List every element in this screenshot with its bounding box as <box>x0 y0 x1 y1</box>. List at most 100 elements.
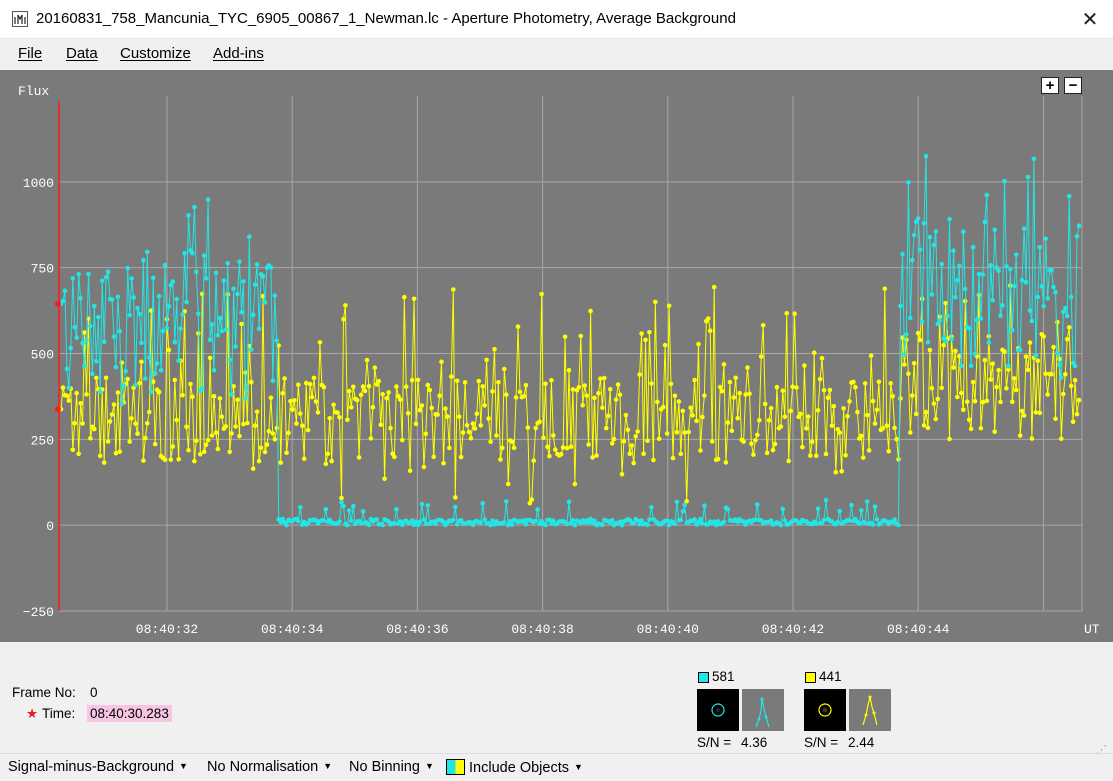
series-441-point <box>386 390 391 395</box>
series-441-point <box>780 388 786 394</box>
series-441-point <box>1023 354 1029 359</box>
series-581-point <box>409 518 415 523</box>
series-441-point <box>147 409 152 415</box>
series-441-point <box>445 414 450 419</box>
series-441-point <box>592 395 597 401</box>
series-581-point <box>970 244 976 250</box>
series-581-point <box>859 508 864 513</box>
series-441-point <box>764 450 770 456</box>
series-441-point <box>209 433 215 438</box>
series-441-point <box>329 458 335 464</box>
menu-data[interactable]: Data <box>66 45 98 62</box>
y-tick-label: 750 <box>31 262 54 277</box>
series-581-point <box>551 518 556 523</box>
binning-dropdown[interactable]: No Binning ▼ <box>349 759 434 775</box>
x-tick-label: 08:40:40 <box>637 622 699 637</box>
series-581-point <box>358 521 364 526</box>
series-581-point <box>947 216 952 222</box>
series-441-point <box>656 436 662 442</box>
series-581-point <box>1041 303 1046 309</box>
chevron-down-icon: ▼ <box>424 761 434 771</box>
series-581-point <box>911 232 917 238</box>
cursor-marker <box>55 406 61 413</box>
object-2-star-thumbnail[interactable] <box>804 689 846 731</box>
series-441-point <box>245 420 250 426</box>
series-441-point <box>735 415 740 421</box>
series-441-point <box>211 393 217 399</box>
object-2-psf-thumbnail[interactable] <box>849 689 891 731</box>
series-441-point <box>502 366 507 372</box>
series-581-point <box>237 259 242 264</box>
object-1-color-swatch[interactable] <box>698 672 709 683</box>
series-441-point <box>1025 367 1031 373</box>
object-1-psf-thumbnail[interactable] <box>742 689 784 731</box>
chart-canvas[interactable]: −250 0 250 500 750 1000 08:40:32 08:40:34 08:40:… <box>0 70 1113 642</box>
series-581-point <box>205 197 211 202</box>
series-581-point <box>631 520 636 526</box>
series-581-point <box>849 502 854 508</box>
series-441-point <box>231 384 236 389</box>
close-button[interactable]: ✕ <box>1067 0 1113 38</box>
series-441-point <box>637 372 642 377</box>
series-581-point <box>1055 350 1060 356</box>
series-581-point <box>123 368 128 374</box>
series-581-point <box>243 396 248 402</box>
series-441-point <box>498 457 503 462</box>
zoom-out-button[interactable]: − <box>1064 77 1082 94</box>
series-581-point <box>637 522 642 527</box>
series-581-point <box>433 521 438 527</box>
series-441-point <box>925 425 931 431</box>
series-581-point <box>1002 178 1007 184</box>
resize-grip-icon[interactable]: ⋰ <box>1096 744 1107 756</box>
series-581-point <box>349 518 354 523</box>
zoom-in-button[interactable]: + <box>1041 77 1059 94</box>
series-441-point <box>360 384 366 389</box>
series-441-point <box>778 424 784 429</box>
series-441-point <box>1063 372 1068 377</box>
series-581-point <box>280 516 285 522</box>
series-441-point <box>674 430 680 435</box>
series-581-point <box>423 521 429 527</box>
series-441-point <box>337 415 342 420</box>
series-441-point <box>823 451 829 457</box>
menu-add-ins[interactable]: Add-ins <box>213 45 264 62</box>
series-441-point <box>354 397 360 403</box>
series-581-point <box>904 332 909 337</box>
series-581-point <box>125 265 130 271</box>
include-objects-dropdown[interactable]: Include Objects ▼ <box>446 759 583 776</box>
series-441-point <box>839 468 844 474</box>
light-curve-chart[interactable]: −250 0 250 500 750 1000 08:40:32 08:40:34 08:40:… <box>0 70 1113 642</box>
series-441-point <box>549 378 554 383</box>
series-581-point <box>374 517 380 522</box>
series-441-point <box>405 411 411 416</box>
normalisation-dropdown[interactable]: No Normalisation ▼ <box>207 759 332 775</box>
series-581-point <box>998 313 1003 318</box>
series-441-point <box>111 402 117 407</box>
series-581-point <box>225 261 230 266</box>
series-441-point <box>1035 358 1041 364</box>
series-441-point <box>225 292 230 297</box>
object-1-star-thumbnail[interactable] <box>697 689 739 731</box>
menu-customize[interactable]: Customize <box>120 45 191 62</box>
series-441-point <box>570 387 576 392</box>
signal-mode-dropdown[interactable]: Signal-minus-Background ▼ <box>8 759 188 775</box>
series-441-point <box>1002 349 1007 354</box>
series-441-point <box>651 457 656 463</box>
series-441-point <box>107 419 113 424</box>
series-441-point <box>698 448 703 453</box>
menu-file[interactable]: File <box>18 45 43 62</box>
series-441-point <box>335 410 340 416</box>
object-2-color-swatch[interactable] <box>805 672 816 683</box>
series-441-point <box>402 294 407 300</box>
series-441-point <box>301 456 307 462</box>
series-581-point <box>1076 223 1082 228</box>
series-581-point <box>586 520 591 525</box>
series-441-point <box>517 389 523 395</box>
x-axis-label: UT <box>1084 622 1100 637</box>
series-581-point <box>351 503 356 509</box>
series-441-point <box>590 455 595 460</box>
series-441-point <box>584 393 589 398</box>
series-441-point <box>439 359 444 365</box>
series-441-point <box>274 425 280 431</box>
series-441-point <box>364 357 370 363</box>
